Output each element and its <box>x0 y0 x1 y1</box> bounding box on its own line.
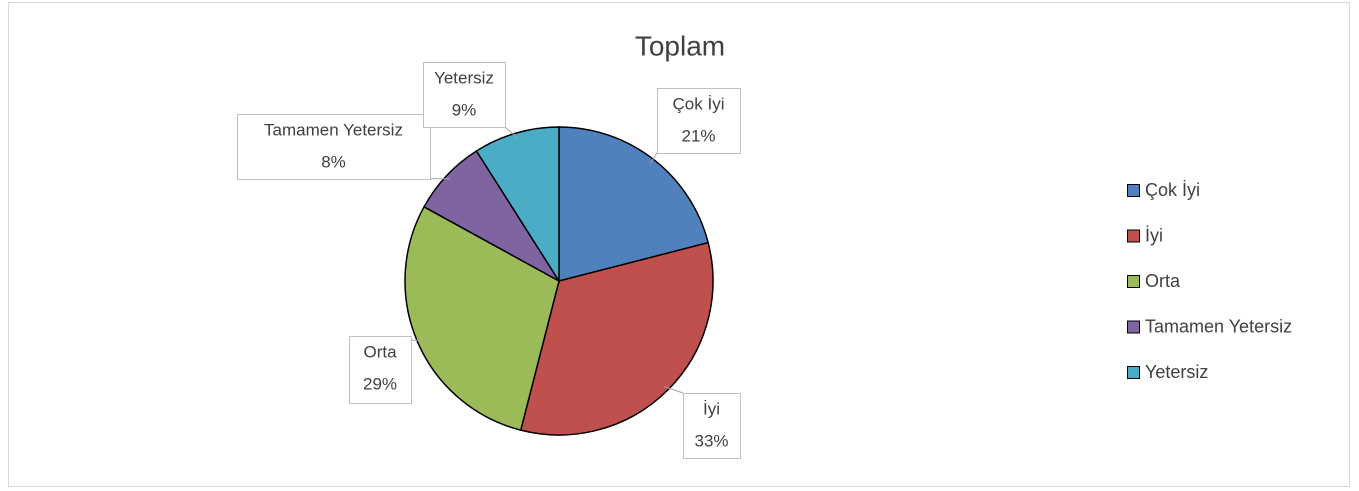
data-label-name: Tamamen Yetersiz <box>264 120 403 139</box>
data-label-name: Çok İyi <box>673 94 725 113</box>
legend-swatch <box>1127 320 1140 334</box>
data-label-name: Yetersiz <box>434 68 494 87</box>
legend-swatch <box>1127 229 1140 243</box>
data-label-value: 33% <box>694 431 728 450</box>
data-label-name: Orta <box>363 342 397 361</box>
chart-title: Toplam <box>635 30 725 61</box>
data-label-box <box>349 336 412 404</box>
data-label-box <box>423 62 506 128</box>
leader-line <box>664 386 684 394</box>
data-label-value: 8% <box>321 152 346 171</box>
data-label-value: 29% <box>363 374 397 393</box>
data-label-value: 9% <box>452 100 477 119</box>
legend-label: Tamamen Yetersiz <box>1145 316 1292 336</box>
data-label-box <box>237 114 431 180</box>
data-label-name: İyi <box>703 399 720 418</box>
legend-label: Yetersiz <box>1145 362 1208 382</box>
data-label-value: 21% <box>681 126 715 145</box>
pie-slice <box>475 126 560 284</box>
legend-label: Orta <box>1145 271 1181 291</box>
legend-label: İyi <box>1145 225 1163 245</box>
data-label-box <box>657 88 741 154</box>
leader-line <box>650 152 658 164</box>
data-label-box <box>683 393 741 459</box>
leader-line <box>504 126 518 138</box>
pie-slice <box>404 205 560 432</box>
legend-swatch <box>1127 275 1140 288</box>
legend-label: Çok İyi <box>1145 180 1200 200</box>
legend-swatch <box>1127 184 1140 197</box>
legend-swatch <box>1127 366 1140 379</box>
